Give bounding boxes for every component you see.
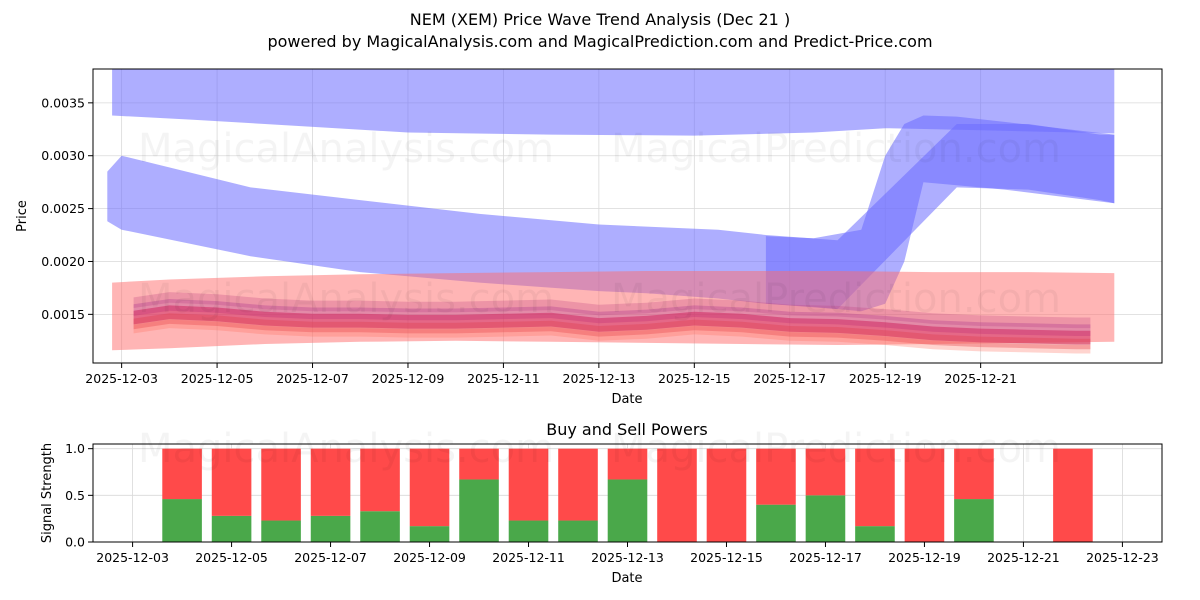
- buy-bar: [558, 520, 598, 542]
- bottom-y-axis-label: Signal Strength: [40, 443, 55, 543]
- bottom-y-tick-label: 0.0: [65, 535, 85, 550]
- buy-bar: [954, 499, 994, 542]
- watermark-prediction-top: MagicalPrediction.com: [611, 126, 1061, 172]
- top-axis-ticks: 2025-12-03 2025-12-05 2025-12-07 2025-12-09…: [41, 95, 1017, 386]
- sell-bar: [805, 448, 846, 496]
- watermark-analysis-bottom: MagicalAnalysis.com: [138, 426, 554, 472]
- buy-bar: [360, 511, 400, 542]
- buy-bar: [607, 479, 648, 542]
- watermarks: MagicalAnalysis.com MagicalPrediction.co…: [138, 126, 1061, 472]
- top-x-tick-label: 2025-12-15: [658, 371, 731, 386]
- sell-bar: [558, 448, 598, 521]
- bottom-x-tick-label: 2025-12-05: [195, 550, 268, 565]
- top-y-tick-label: 0.0020: [41, 254, 85, 269]
- top-y-axis-label: Price: [15, 200, 30, 232]
- chart-title: NEM (XEM) Price Wave Trend Analysis (Dec…: [410, 10, 790, 29]
- watermark-prediction-bottom: MagicalPrediction.com: [611, 426, 1061, 472]
- bottom-y-tick-label: 0.5: [65, 488, 85, 503]
- top-x-tick-label: 2025-12-05: [181, 371, 254, 386]
- bottom-x-tick-label: 2025-12-11: [492, 550, 565, 565]
- sell-bar: [657, 448, 697, 542]
- sell-bar: [162, 448, 202, 500]
- price-wave-panel: 2025-12-03 2025-12-05 2025-12-07 2025-12-09…: [15, 68, 1163, 407]
- top-x-tick-label: 2025-12-17: [753, 371, 826, 386]
- buy-sell-bars: [162, 448, 1093, 542]
- top-x-tick-label: 2025-12-07: [276, 371, 349, 386]
- buy-bar: [459, 479, 499, 542]
- top-y-tick-label: 0.0030: [41, 148, 85, 163]
- buy-bar: [310, 515, 351, 542]
- price-bands: [107, 69, 1115, 354]
- bottom-x-tick-label: 2025-12-21: [987, 550, 1060, 565]
- top-x-tick-label: 2025-12-21: [944, 371, 1017, 386]
- top-x-tick-label: 2025-12-11: [467, 371, 540, 386]
- sell-bar: [756, 448, 796, 505]
- bottom-x-tick-label: 2025-12-19: [888, 550, 961, 565]
- sell-bar: [211, 448, 252, 516]
- buy-bar: [261, 520, 301, 542]
- sell-bar: [1053, 448, 1093, 542]
- chart-subtitle: powered by MagicalAnalysis.com and Magic…: [267, 32, 932, 51]
- buy-bar: [409, 526, 450, 542]
- buy-sell-panel: Buy and Sell Powers 2025-12-03 2025-12-05…: [40, 420, 1163, 586]
- top-y-tick-label: 0.0035: [41, 95, 85, 110]
- bottom-axis-ticks: 2025-12-03 2025-12-05 2025-12-07 2025-12-09…: [65, 441, 1159, 565]
- sell-bar: [954, 448, 994, 500]
- sell-bar: [459, 448, 499, 480]
- buy-bar: [162, 499, 202, 542]
- top-plot-frame: [92, 68, 1163, 364]
- watermark-analysis-mid: MagicalAnalysis.com: [138, 276, 554, 322]
- sell-bar: [261, 448, 301, 521]
- top-x-tick-label: 2025-12-13: [563, 371, 636, 386]
- bottom-panel-title: Buy and Sell Powers: [546, 420, 708, 439]
- sell-bar: [607, 448, 648, 480]
- watermark-prediction-mid: MagicalPrediction.com: [611, 276, 1061, 322]
- sell-bar: [706, 448, 747, 542]
- top-x-axis-label: Date: [611, 392, 642, 407]
- buy-bar: [805, 495, 846, 542]
- blue-band-1: [112, 69, 1115, 136]
- wave-strand-1: [133, 292, 1091, 329]
- sell-bar: [360, 448, 400, 512]
- bottom-x-tick-label: 2025-12-13: [591, 550, 664, 565]
- bottom-x-tick-label: 2025-12-03: [96, 550, 169, 565]
- blue-band-3: [765, 115, 1115, 312]
- buy-bar: [756, 504, 796, 542]
- sell-bar: [508, 448, 549, 521]
- top-y-tick-label: 0.0025: [41, 201, 85, 216]
- top-x-tick-label: 2025-12-09: [372, 371, 445, 386]
- buy-bar: [211, 515, 252, 542]
- bottom-x-tick-label: 2025-12-17: [789, 550, 862, 565]
- top-y-tick-label: 0.0015: [41, 307, 85, 322]
- bottom-x-axis-label: Date: [611, 571, 642, 586]
- sell-bar: [409, 448, 450, 527]
- sell-bar: [904, 448, 945, 542]
- bottom-x-tick-label: 2025-12-15: [690, 550, 763, 565]
- wave-strand-5: [133, 319, 1091, 354]
- bottom-x-tick-label: 2025-12-23: [1086, 550, 1159, 565]
- bottom-x-tick-label: 2025-12-09: [393, 550, 466, 565]
- wave-strand-4: [133, 313, 1091, 350]
- top-x-tick-label: 2025-12-19: [849, 371, 922, 386]
- sell-bar: [855, 448, 895, 527]
- watermark-analysis-top: MagicalAnalysis.com: [138, 126, 554, 172]
- sell-bar: [310, 448, 351, 516]
- buy-bar: [855, 526, 895, 542]
- top-x-tick-label: 2025-12-03: [85, 371, 158, 386]
- bottom-y-tick-label: 1.0: [65, 441, 85, 456]
- buy-bar: [508, 520, 549, 542]
- bottom-x-tick-label: 2025-12-07: [294, 550, 367, 565]
- wave-strand-3: [133, 305, 1091, 345]
